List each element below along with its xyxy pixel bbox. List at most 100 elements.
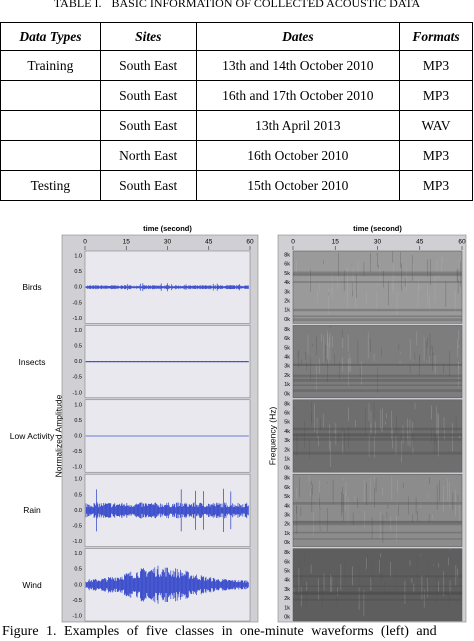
y-tick-label: 0k [284, 391, 290, 397]
y-tick-label: 4k [284, 354, 290, 360]
waveform [85, 488, 249, 532]
y-tick-label: 3k [284, 587, 290, 593]
y-tick-label: 8k [284, 252, 290, 258]
y-tick-label: 3k [284, 438, 290, 444]
y-tick-label: 4k [284, 503, 290, 509]
y-tick-label: -0.5 [73, 300, 82, 306]
spectrogram [292, 473, 463, 547]
y-tick-label: 1.0 [74, 328, 82, 334]
y-tick-label: 1.0 [74, 253, 82, 259]
table-cell: Testing [0, 170, 101, 201]
caption-label: TABLE I. [53, 0, 102, 10]
y-tick-label: 2k [284, 298, 290, 304]
y-tick-label: 1k [284, 605, 290, 611]
y-tick-label: 1k [284, 531, 290, 537]
table-cell: 13th April 2013 [195, 110, 401, 141]
y-tick-label: 0k [284, 540, 290, 546]
x-axis-label: time (second) [143, 224, 192, 233]
y-axis-label: Frequency (Hz) [267, 407, 277, 466]
y-tick-label: 0.5 [74, 567, 82, 573]
y-tick-label: 4k [284, 578, 290, 584]
y-tick-label: 2k [284, 596, 290, 602]
y-tick-label: 5k [284, 568, 290, 574]
y-tick-label: 0.0 [74, 582, 82, 588]
y-tick-label: -1.0 [73, 465, 82, 471]
y-tick-label: 0k [284, 317, 290, 323]
y-tick-label: 6k [284, 485, 290, 491]
y-tick-label: 0.5 [74, 343, 82, 349]
table-cell: South East [99, 170, 197, 201]
y-tick-label: 1k [284, 456, 290, 462]
x-tick-label: 60 [458, 239, 466, 246]
y-tick-label: 8k [284, 476, 290, 482]
class-label: Low Activity [9, 431, 55, 441]
spectrogram [292, 399, 463, 473]
y-tick-label: 5k [284, 345, 290, 351]
class-label: Wind [22, 579, 42, 590]
y-tick-label: 8k [284, 550, 290, 556]
table-cell: MP3 [399, 50, 473, 81]
table-row: Testing South East 15th October 2010 MP3 [0, 170, 473, 201]
y-tick-label: -1.0 [73, 390, 82, 396]
waveform [85, 435, 249, 437]
table-cell: Training [0, 50, 101, 81]
y-tick-label: 1k [284, 382, 290, 388]
table-row: Training South East 13th and 14th October … [0, 50, 473, 81]
y-tick-label: 1k [284, 308, 290, 314]
y-tick-label: 2k [284, 447, 290, 453]
table-cell [0, 110, 101, 141]
table-cell: MP3 [399, 80, 473, 111]
y-tick-label: 0.5 [74, 269, 82, 275]
table-cell: MP3 [399, 140, 473, 171]
table-cell: 13th and 14th October 2010 [195, 50, 401, 81]
table-cell: MP3 [399, 170, 473, 201]
y-tick-label: 6k [284, 410, 290, 416]
y-tick-label: 6k [284, 262, 290, 268]
y-tick-label: 4k [284, 280, 290, 286]
y-tick-label: 0.0 [74, 433, 82, 439]
x-tick-label: 30 [164, 239, 172, 246]
y-tick-label: 6k [284, 336, 290, 342]
y-tick-label: 3k [284, 364, 290, 370]
table-caption: TABLE I. BASIC INFORMATION OF COLLECTED A… [0, 0, 474, 11]
table-body: Training South East 13th and 14th October … [0, 50, 473, 201]
x-tick-label: 45 [416, 239, 424, 246]
y-tick-label: -0.5 [73, 449, 82, 455]
x-tick-label: 60 [246, 239, 254, 246]
y-tick-label: 0.0 [74, 508, 82, 514]
waveform [85, 361, 249, 363]
y-tick-label: 3k [284, 289, 290, 295]
y-tick-label: 6k [284, 559, 290, 565]
y-tick-label: 1.0 [74, 477, 82, 483]
x-tick-label: 0 [83, 239, 87, 246]
table-cell [0, 140, 101, 171]
y-tick-label: 2k [284, 522, 290, 528]
y-tick-label: 5k [284, 420, 290, 426]
y-tick-label: -0.5 [73, 598, 82, 604]
data-table: Data Types Sites Dates Formats Training Sout… [0, 22, 473, 201]
x-axis-label: time (second) [353, 224, 402, 233]
y-tick-label: 0k [284, 614, 290, 620]
x-tick-label: 15 [332, 239, 340, 246]
spectrogram [292, 548, 463, 622]
table-row: South East 16th and 17th October 2010 MP3 [0, 80, 473, 111]
x-tick-label: 30 [374, 239, 382, 246]
y-tick-label: 1.0 [74, 402, 82, 408]
y-tick-label: -0.5 [73, 523, 82, 529]
header-cell: Data Types [0, 22, 101, 51]
class-label: Birds [22, 282, 42, 293]
class-label: Rain [23, 505, 41, 516]
y-tick-label: 8k [284, 401, 290, 407]
header-cell: Sites [99, 22, 197, 51]
class-label: Insects [18, 356, 46, 367]
x-tick-label: 45 [205, 239, 213, 246]
table-cell: North East [99, 140, 197, 171]
y-tick-label: 0.5 [74, 492, 82, 498]
waveform [85, 565, 249, 604]
y-tick-label: 5k [284, 494, 290, 500]
y-tick-label: 5k [284, 271, 290, 277]
y-tick-label: -1.0 [73, 613, 82, 619]
header-cell: Formats [399, 22, 473, 51]
y-tick-label: -0.5 [73, 375, 82, 381]
